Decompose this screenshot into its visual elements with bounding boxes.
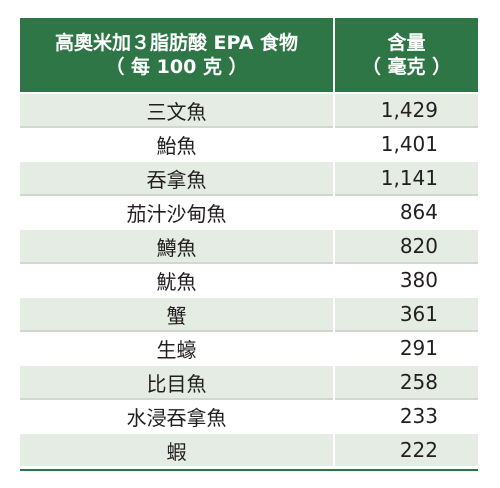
food-name-cell: 水浸吞拿魚 [20, 398, 335, 433]
epa-amount-cell: 864 [334, 194, 478, 229]
amount-column-header: 含量 （ 毫克 ） [334, 18, 478, 93]
amount-header-line2: （ 毫克 ） [361, 56, 452, 78]
epa-amount-cell: 258 [334, 364, 478, 399]
amount-header-line1: 含量 [387, 32, 426, 54]
table-row: 生蠔 291 [20, 330, 478, 365]
food-name-cell: 吞拿魚 [20, 160, 335, 195]
food-column-header: 高奧米加３脂肪酸 EPA 食物 （ 每 100 克 ） [20, 18, 335, 93]
food-name-cell: 三文魚 [20, 92, 335, 127]
food-name-cell: 鱒魚 [20, 228, 335, 263]
table-row: 蝦 222 [20, 432, 478, 466]
table-row: 魷魚 380 [20, 262, 478, 297]
food-name-cell: 蟹 [20, 296, 335, 331]
food-name-cell: 鮐魚 [20, 126, 335, 161]
table-row: 茄汁沙甸魚 864 [20, 194, 478, 229]
epa-amount-cell: 233 [334, 398, 478, 433]
food-name-cell: 比目魚 [20, 364, 335, 399]
epa-amount-cell: 291 [334, 330, 478, 365]
table-bottom-rule [20, 469, 478, 471]
food-header-line1: 高奧米加３脂肪酸 EPA 食物 [54, 32, 299, 54]
epa-amount-cell: 222 [334, 432, 478, 466]
food-name-cell: 茄汁沙甸魚 [20, 194, 335, 229]
table-row: 鱒魚 820 [20, 228, 478, 263]
table-row: 比目魚 258 [20, 364, 478, 399]
table-row: 三文魚 1,429 [20, 92, 478, 127]
table-row: 吞拿魚 1,141 [20, 160, 478, 195]
food-name-cell: 魷魚 [20, 262, 335, 297]
epa-amount-cell: 361 [334, 296, 478, 331]
food-header-line2: （ 每 100 克 ） [105, 56, 248, 78]
table-row: 蟹 361 [20, 296, 478, 331]
food-name-cell: 生蠔 [20, 330, 335, 365]
epa-amount-cell: 1,429 [334, 92, 478, 127]
epa-table-container: 高奧米加３脂肪酸 EPA 食物 （ 每 100 克 ） 含量 （ 毫克 ） 三文… [20, 18, 478, 466]
epa-amount-cell: 1,401 [334, 126, 478, 161]
epa-amount-cell: 1,141 [334, 160, 478, 195]
table-row: 鮐魚 1,401 [20, 126, 478, 161]
food-name-cell: 蝦 [20, 432, 335, 466]
table-header-row: 高奧米加３脂肪酸 EPA 食物 （ 每 100 克 ） 含量 （ 毫克 ） [20, 18, 478, 93]
epa-amount-cell: 820 [334, 228, 478, 263]
epa-food-table: 高奧米加３脂肪酸 EPA 食物 （ 每 100 克 ） 含量 （ 毫克 ） 三文… [20, 18, 478, 466]
table-row: 水浸吞拿魚 233 [20, 398, 478, 433]
epa-amount-cell: 380 [334, 262, 478, 297]
